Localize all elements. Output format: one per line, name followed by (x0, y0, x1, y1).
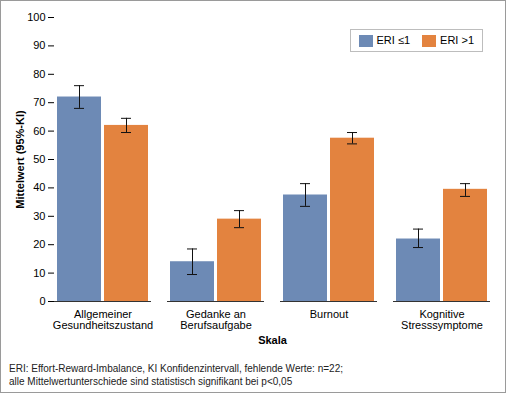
svg-text:Skala: Skala (258, 334, 288, 346)
html-text:ERI: Effort-Reward-Imbalance,: ERI: Effort-Reward-Imbalance, KI Konfide… (9, 363, 343, 374)
svg-text:80: 80 (33, 68, 45, 80)
svg-text:30: 30 (33, 210, 45, 222)
svg-text:70: 70 (33, 96, 45, 108)
svg-text:50: 50 (33, 153, 45, 165)
svg-text:AllgemeinerGesundheitszustand: AllgemeinerGesundheitszustand (53, 308, 153, 331)
html-text:ERI >1: ERI >1 (440, 34, 474, 46)
svg-text:10: 10 (33, 267, 45, 279)
svg-text:Gedanke anBerufsaufgabe: Gedanke anBerufsaufgabe (180, 308, 252, 331)
svg-text:Burnout: Burnout (310, 308, 349, 320)
svg-text:20: 20 (33, 238, 45, 250)
html-text:ERI ≤1: ERI ≤1 (376, 34, 411, 46)
svg-text:KognitiveStresssymptome: KognitiveStresssymptome (401, 308, 483, 331)
svg-text:40: 40 (33, 181, 45, 193)
svg-text:60: 60 (33, 125, 45, 137)
svg-text:Mittelwert (95%-KI): Mittelwert (95%-KI) (14, 110, 26, 209)
svg-text:0: 0 (39, 295, 45, 307)
html-text:alle Mittelwertunterschiede si: alle Mittelwertunterschiede sind statist… (9, 376, 293, 387)
svg-text:100: 100 (27, 11, 45, 23)
svg-text:90: 90 (33, 39, 45, 51)
